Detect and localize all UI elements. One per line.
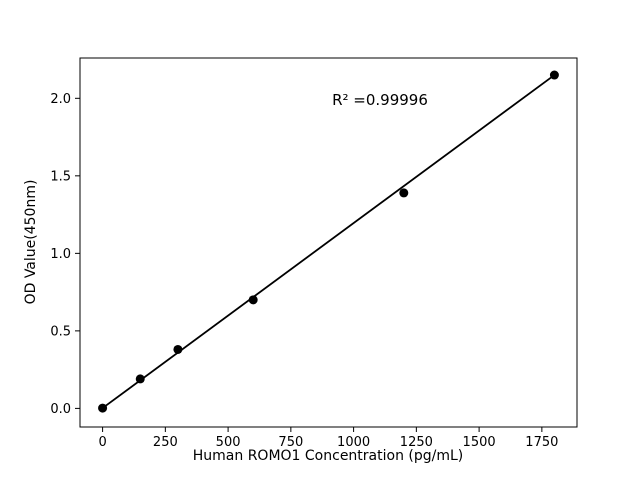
x-tick-label: 250 bbox=[153, 435, 178, 450]
x-tick-label: 1000 bbox=[337, 435, 370, 450]
y-tick-label: 0.0 bbox=[50, 402, 71, 417]
x-tick-label: 750 bbox=[278, 435, 303, 450]
x-tick-label: 1500 bbox=[463, 435, 496, 450]
y-tick-label: 0.5 bbox=[50, 324, 71, 339]
data-point bbox=[173, 344, 183, 354]
fit-line bbox=[102, 74, 555, 409]
data-point bbox=[399, 188, 409, 198]
plot-border bbox=[79, 57, 578, 428]
data-point bbox=[248, 295, 258, 305]
x-tick-label: 0 bbox=[98, 435, 106, 450]
data-point bbox=[98, 403, 108, 413]
x-tick-label: 500 bbox=[216, 435, 241, 450]
x-tick-label: 1250 bbox=[400, 435, 433, 450]
y-tick-label: 1.0 bbox=[50, 247, 71, 262]
y-tick-label: 1.5 bbox=[50, 169, 71, 184]
x-axis-label: Human ROMO1 Concentration (pg/mL) bbox=[192, 448, 464, 464]
x-tick-label: 1750 bbox=[525, 435, 558, 450]
data-point bbox=[135, 374, 145, 384]
data-point bbox=[549, 70, 559, 80]
y-axis-label: OD Value(450nm) bbox=[23, 179, 39, 305]
y-tick-label: 2.0 bbox=[50, 92, 71, 107]
r-squared-annotation: R² =0.99996 bbox=[332, 91, 428, 109]
